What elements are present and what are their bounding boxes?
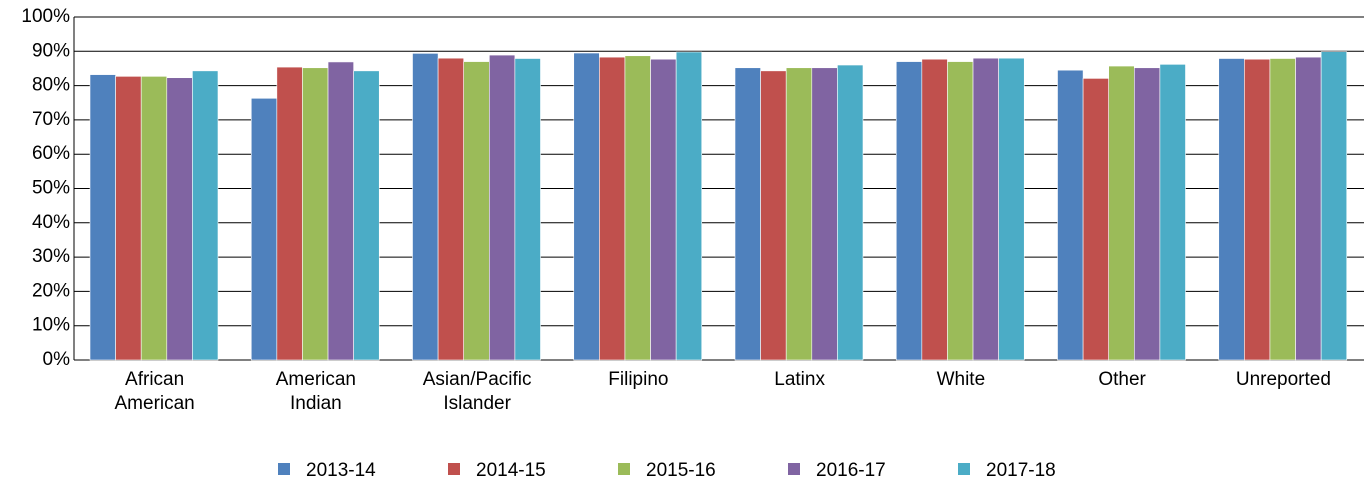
- bar: [353, 70, 380, 361]
- y-tick-label: 20%: [32, 280, 70, 301]
- bar: [1320, 51, 1348, 361]
- bar: [599, 56, 626, 361]
- bar: [1269, 58, 1296, 361]
- bar: [1082, 78, 1109, 361]
- bar: [760, 70, 787, 361]
- y-tick-label: 40%: [32, 212, 70, 233]
- y-tick-label: 90%: [32, 40, 70, 61]
- bar: [837, 64, 864, 361]
- bar: [302, 67, 329, 361]
- bar: [624, 55, 651, 361]
- bar: [488, 54, 516, 361]
- legend-label: 2014-15: [476, 460, 546, 481]
- bar: [1108, 65, 1135, 361]
- bar: [998, 57, 1025, 361]
- y-tick-label: 60%: [32, 143, 70, 164]
- x-tick-label: Unreported: [1236, 369, 1331, 390]
- bar: [947, 61, 974, 361]
- bar: [1218, 58, 1245, 361]
- x-tick-label: Asian/Pacific Islander: [423, 369, 532, 414]
- bar: [463, 61, 490, 361]
- legend-swatch: [618, 463, 630, 475]
- x-tick-label: Other: [1098, 369, 1146, 390]
- x-tick-label: Latinx: [774, 369, 825, 390]
- y-tick-label: 70%: [32, 109, 70, 130]
- legend-label: 2016-17: [816, 460, 886, 481]
- bar: [921, 58, 948, 361]
- bar: [1244, 58, 1271, 361]
- y-tick-label: 50%: [32, 178, 70, 199]
- legend-label: 2017-18: [986, 460, 1056, 481]
- bar: [1134, 67, 1161, 361]
- legend-swatch: [788, 463, 800, 475]
- bar: [1159, 64, 1186, 361]
- bar: [514, 58, 541, 361]
- bar: [140, 76, 168, 361]
- y-tick-label: 0%: [43, 349, 71, 370]
- legend-swatch: [448, 463, 460, 475]
- y-tick-label: 80%: [32, 75, 70, 96]
- x-tick-label: African American: [115, 369, 195, 414]
- bar: [1057, 69, 1084, 361]
- y-tick-label: 30%: [32, 246, 70, 267]
- bar: [573, 52, 600, 361]
- bar: [972, 57, 999, 361]
- bar: [412, 53, 439, 361]
- y-tick-label: 100%: [21, 6, 70, 27]
- x-tick-label: Filipino: [608, 369, 668, 390]
- bar: [89, 74, 116, 361]
- bar: [675, 51, 703, 361]
- legend-swatch: [958, 463, 970, 475]
- bar: [895, 61, 923, 361]
- bar: [192, 70, 219, 361]
- legend-label: 2013-14: [306, 460, 376, 481]
- legend-swatch: [278, 463, 290, 475]
- bar: [811, 67, 838, 361]
- bar: [437, 57, 465, 361]
- x-tick-label: American Indian: [276, 369, 356, 414]
- x-tick-label: White: [937, 369, 986, 390]
- y-tick-label: 10%: [32, 315, 70, 336]
- legend-label: 2015-16: [646, 460, 716, 481]
- bar: [115, 76, 142, 361]
- bar: [166, 77, 193, 361]
- bar: [276, 66, 303, 361]
- bar: [734, 67, 761, 361]
- bar: [650, 58, 677, 361]
- bar: [1295, 56, 1322, 361]
- bar: [250, 97, 278, 361]
- bar: [327, 61, 354, 361]
- bar: [785, 67, 813, 361]
